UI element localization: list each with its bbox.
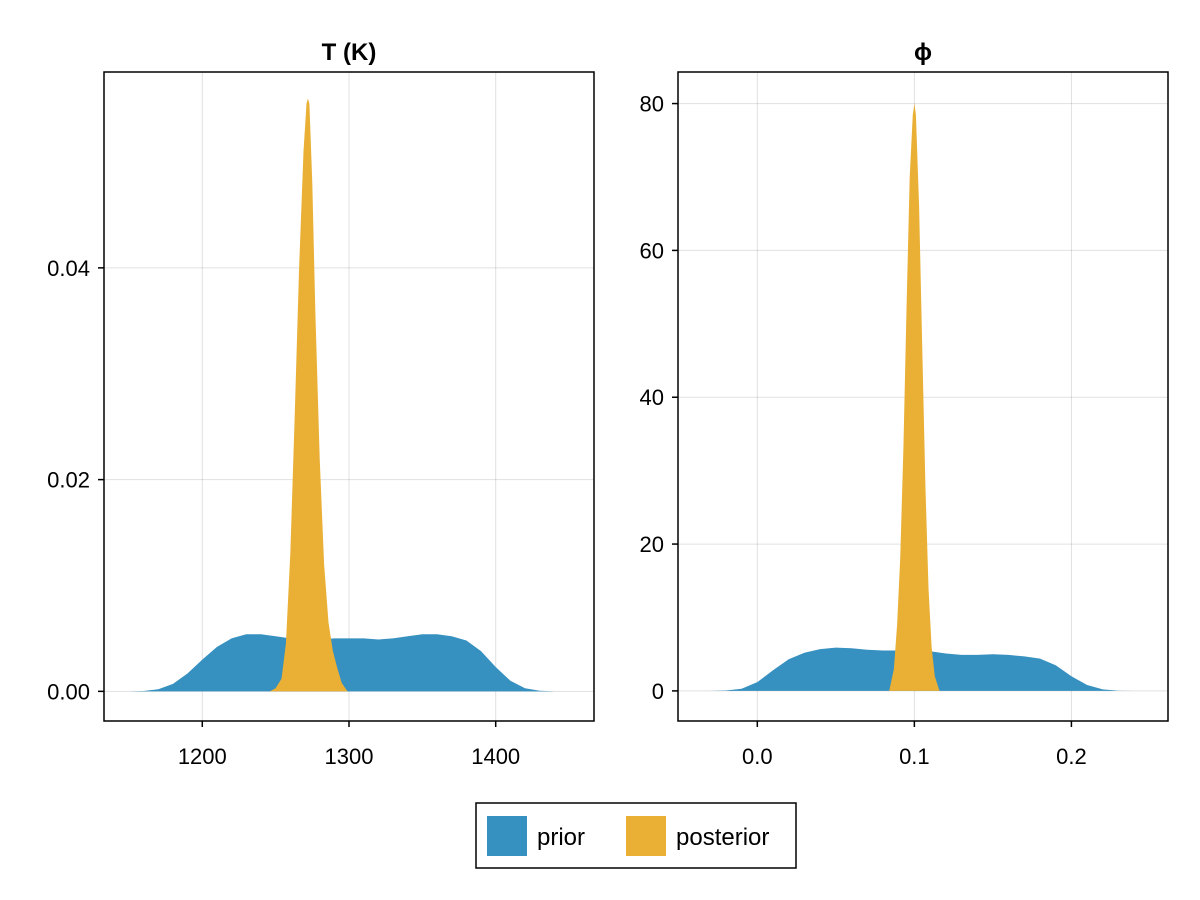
legend: prior posterior — [475, 802, 797, 869]
y-tick-label: 0.04 — [47, 256, 90, 281]
density-posterior-panel-2 — [889, 103, 940, 691]
x-tick-label: 0.0 — [742, 744, 773, 769]
x-tick-label: 0.1 — [899, 744, 930, 769]
legend-label-prior: prior — [537, 824, 585, 851]
panel-title: ϕ — [914, 39, 932, 66]
y-tick-label: 80 — [640, 92, 664, 117]
x-tick-label: 0.2 — [1056, 744, 1087, 769]
panel-2: 0.0 0.1 0.2 0 20 40 60 80 ϕ — [640, 39, 1169, 769]
legend-swatch-prior — [487, 816, 527, 856]
x-tick-label: 1300 — [325, 744, 374, 769]
panel-title: T (K) — [322, 39, 377, 66]
legend-swatch-posterior — [626, 816, 666, 856]
legend-label-posterior: posterior — [676, 824, 769, 851]
y-tick-label: 40 — [640, 385, 664, 410]
y-tick-label: 20 — [640, 532, 664, 557]
density-posterior-panel-1 — [269, 98, 348, 692]
y-tick-label: 0.00 — [47, 679, 90, 704]
panel-1: 1200 1300 1400 0.00 0.02 0.04 T (K) — [47, 39, 595, 769]
x-tick-label: 1200 — [178, 744, 227, 769]
x-tick-label: 1400 — [471, 744, 520, 769]
y-tick-label: 0.02 — [47, 468, 90, 493]
y-tick-label: 60 — [640, 238, 664, 263]
density-prior-panel-1 — [128, 634, 570, 692]
plots-group: 1200 1300 1400 0.00 0.02 0.04 T (K) 0.0 0.1 0.2 0 2… — [47, 39, 1169, 769]
y-tick-label: 0 — [652, 679, 664, 704]
